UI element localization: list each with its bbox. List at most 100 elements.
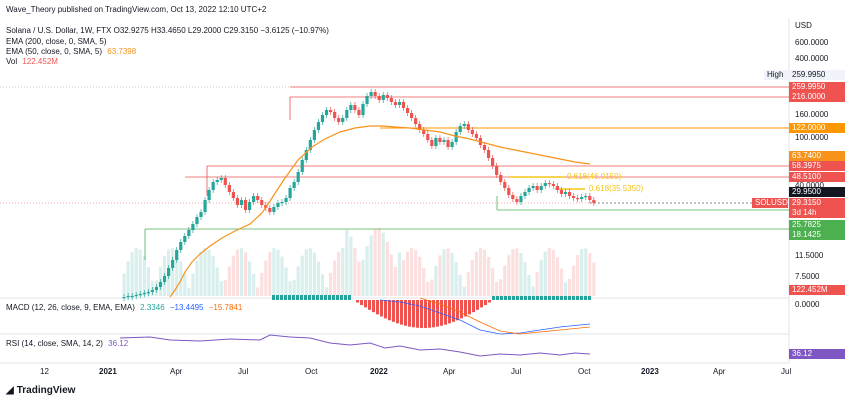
candle-body	[450, 142, 454, 147]
candle-body	[243, 200, 248, 210]
volume-bar	[329, 272, 333, 296]
volume-bar	[507, 255, 511, 296]
macd-bar	[340, 295, 343, 300]
macd-bar	[400, 300, 403, 325]
macd-bar	[472, 300, 475, 313]
volume-bar	[422, 267, 426, 296]
volume-bar	[559, 268, 564, 296]
tradingview-logo[interactable]: ◢ TradingView	[6, 385, 75, 396]
volume-bar	[211, 256, 215, 296]
symbol-legend[interactable]: Solana / U.S. Dollar, 1W, FTX O32.9275 H…	[6, 26, 329, 35]
time-tick: Jul	[238, 367, 249, 376]
volume-bar	[470, 260, 474, 296]
macd-bar	[336, 295, 339, 300]
orange-122-label: 122.0000	[789, 123, 845, 133]
rsi-legend[interactable]: RSI (14, close, SMA, 14, 2) 36.12	[6, 339, 128, 348]
candle-body	[329, 110, 333, 112]
volume-bar	[401, 260, 406, 296]
candle-body	[223, 178, 227, 185]
candle-body	[333, 112, 337, 118]
candle-body	[422, 130, 426, 134]
candle-body	[215, 180, 219, 182]
candle-body	[592, 200, 596, 203]
candle-body	[345, 110, 349, 118]
macd-v1: 2.3346	[140, 303, 165, 312]
macd-bar	[376, 300, 379, 315]
candle-body	[389, 98, 393, 102]
volume-bar	[434, 265, 438, 296]
macd-bar	[296, 295, 299, 300]
current-price-label: 29.9500	[789, 187, 845, 197]
volume-bar	[531, 286, 535, 296]
macd-bar	[512, 296, 515, 300]
candle-body	[543, 183, 547, 186]
volume-bar	[418, 256, 422, 296]
volume-bar	[361, 259, 365, 296]
resistance-259-label: 259.9950	[789, 82, 845, 92]
volume-bar	[373, 229, 377, 296]
macd-bar	[332, 295, 335, 300]
volume-bar	[385, 241, 389, 296]
volume-bar	[426, 281, 430, 296]
candle-body	[167, 268, 171, 276]
volume-bar	[442, 249, 446, 296]
time-tick: 12	[40, 367, 49, 376]
rsi-value: 36.12	[108, 339, 129, 348]
volume-bar	[369, 235, 373, 296]
macd-bar	[544, 296, 547, 300]
price-tick: 7.5000	[795, 272, 820, 281]
volume-bar	[316, 261, 321, 296]
volume-bar	[337, 251, 341, 296]
candle-body	[551, 184, 555, 186]
high-tag: High	[764, 70, 788, 80]
candle-body	[365, 96, 369, 104]
macd-bar	[584, 296, 587, 300]
volume-bar	[482, 249, 487, 296]
vol-legend[interactable]: Vol 122.452M	[6, 57, 58, 66]
ema50-legend[interactable]: EMA (50, close, 0, SMA, 5) 63.7398	[6, 47, 136, 56]
macd-bar	[440, 300, 443, 326]
volume-bar	[515, 248, 519, 296]
macd-bar	[488, 300, 491, 303]
candle-body	[458, 126, 462, 132]
macd-bar	[396, 300, 399, 324]
macd-bar	[368, 300, 371, 310]
macd-bar	[424, 300, 427, 328]
candle-body	[519, 196, 523, 202]
resistance-48-label: 48.5100	[789, 172, 845, 182]
volume-bar	[519, 252, 523, 296]
candle-body	[580, 197, 584, 199]
candle-body	[393, 102, 397, 105]
macd-bar	[304, 295, 307, 300]
candle-body	[296, 172, 300, 182]
macd-bar	[524, 296, 527, 300]
candle-body	[442, 140, 446, 142]
volume-bar	[450, 252, 454, 296]
macd-legend[interactable]: MACD (12, 26, close, 9, EMA, EMA) 2.3346…	[6, 303, 242, 312]
volume-bar	[393, 266, 397, 296]
volume-bar	[523, 262, 527, 296]
candle-body	[426, 134, 430, 140]
candle-body	[381, 95, 385, 100]
rsi-label: RSI (14, close, SMA, 14, 2)	[6, 339, 103, 348]
volume-bar	[207, 249, 211, 296]
candle-body	[539, 186, 543, 190]
macd-bar	[404, 300, 407, 326]
candle-body	[179, 242, 183, 250]
ema200-legend[interactable]: EMA (200, close, 0, SMA, 5)	[6, 37, 106, 46]
volume-bar	[146, 267, 150, 296]
candle-body	[280, 202, 284, 204]
volume-bar	[308, 248, 312, 296]
macd-bar	[320, 295, 323, 300]
macd-bar	[416, 300, 419, 328]
volume-bar	[280, 256, 284, 296]
macd-bar	[388, 300, 391, 321]
candle-body	[284, 198, 288, 202]
volume-bar	[252, 274, 256, 296]
volume-bar	[478, 248, 483, 296]
volume-bar	[175, 252, 179, 296]
macd-bar	[348, 295, 351, 300]
candle-body	[357, 110, 361, 115]
macd-bar	[312, 295, 315, 300]
